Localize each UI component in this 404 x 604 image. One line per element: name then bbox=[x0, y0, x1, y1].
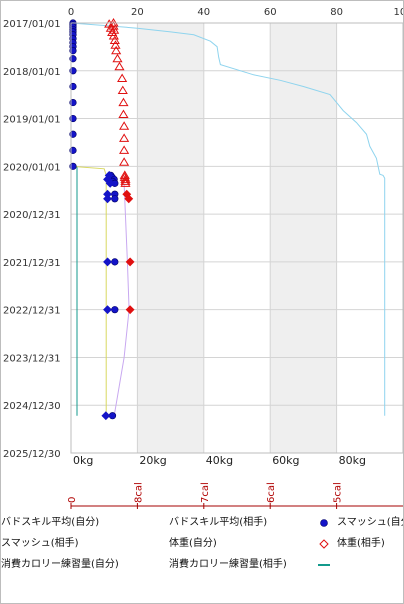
data-point-triangle bbox=[111, 45, 122, 55]
top-tick-label: 0 bbox=[68, 7, 74, 18]
kg-tick-label: 0kg bbox=[73, 454, 93, 467]
y-tick-label: 2019/01/01 bbox=[3, 115, 61, 126]
legend-label: 体重(相手) bbox=[337, 538, 385, 549]
legend-symbol bbox=[320, 519, 328, 527]
legend-symbol bbox=[149, 516, 163, 530]
data-point-dot bbox=[111, 306, 119, 314]
shaded-band-0 bbox=[137, 23, 204, 453]
data-point-diamond bbox=[125, 305, 135, 315]
legend-label: バドスキル平均(自分) bbox=[1, 517, 100, 528]
y-tick-label: 2025/12/30 bbox=[3, 449, 61, 460]
calorie-tick-label: 7cal bbox=[200, 482, 211, 503]
top-tick-label: 80 bbox=[330, 7, 343, 18]
y-tick-label: 2023/12/31 bbox=[3, 353, 61, 364]
data-point-triangle bbox=[117, 73, 128, 83]
kg-tick-label: 60kg bbox=[272, 454, 299, 467]
y-tick-label: 2017/01/01 bbox=[3, 19, 61, 30]
data-point-dot bbox=[111, 258, 119, 266]
legend-label: スマッシュ(自分) bbox=[337, 517, 403, 528]
top-tick-label: 100 bbox=[393, 7, 403, 18]
legend-label: 消費カロリー練習量(自分) bbox=[1, 559, 119, 570]
legend-label: バドスキル平均(相手) bbox=[169, 517, 268, 528]
calorie-tick-label: 5cal bbox=[333, 482, 344, 503]
data-point-triangle bbox=[119, 157, 130, 166]
legend-symbol bbox=[319, 539, 329, 549]
top-tick-label: 60 bbox=[264, 7, 277, 18]
calorie-tick-label: 6cal bbox=[266, 482, 277, 503]
series-line-1 bbox=[70, 22, 386, 416]
y-tick-label: 2020/12/31 bbox=[3, 210, 61, 221]
kg-tick-label: 20kg bbox=[139, 454, 166, 467]
top-tick-label: 20 bbox=[131, 7, 144, 18]
calorie-tick-label: 0 bbox=[67, 497, 78, 503]
data-point-triangle bbox=[117, 85, 128, 95]
data-point-diamond bbox=[124, 194, 134, 204]
series-line-2 bbox=[70, 165, 107, 416]
y-tick-label: 2024/12/30 bbox=[3, 401, 61, 412]
data-point-triangle bbox=[118, 97, 129, 107]
data-point-triangle bbox=[109, 35, 120, 45]
data-point-triangle bbox=[114, 61, 125, 71]
data-point-triangle bbox=[118, 109, 129, 118]
legend-label: 体重(自分) bbox=[169, 538, 217, 549]
chart-legend: バドスキル平均(自分) バドスキル平均(相手) スマッシュ(自分) スマッシュ(相手)… bbox=[1, 515, 403, 575]
y-tick-label: 2018/01/01 bbox=[3, 67, 61, 78]
legend-label: 消費カロリー練習量(相手) bbox=[169, 559, 287, 570]
y-tick-label: 2021/12/31 bbox=[3, 258, 61, 269]
data-point-triangle bbox=[119, 145, 130, 154]
y-tick-label: 2022/12/31 bbox=[3, 306, 61, 317]
legend-symbol bbox=[318, 564, 330, 566]
data-point-diamond bbox=[103, 194, 112, 204]
legend-symbol bbox=[149, 558, 163, 572]
top-tick-label: 40 bbox=[197, 7, 210, 18]
y-tick-label: 2020/01/01 bbox=[3, 162, 61, 173]
chart-canvas: 2017/01/01 2018/01/01 2019/01/01 2020/01/01… bbox=[3, 7, 403, 509]
legend-symbol bbox=[149, 537, 163, 551]
plot-area-border bbox=[70, 22, 403, 454]
kg-tick-label: 40kg bbox=[206, 454, 233, 467]
data-point-triangle bbox=[120, 178, 131, 187]
data-point-triangle bbox=[120, 174, 131, 183]
series-line-3 bbox=[113, 183, 130, 416]
data-point-triangle bbox=[119, 121, 130, 130]
data-point-diamond bbox=[101, 411, 111, 421]
data-point-diamond bbox=[103, 257, 112, 267]
data-point-triangle bbox=[112, 53, 123, 63]
data-point-diamond bbox=[105, 178, 115, 188]
shaded-band-1 bbox=[270, 23, 337, 453]
kg-tick-label: 80kg bbox=[339, 454, 366, 467]
data-point-dot bbox=[111, 195, 119, 203]
data-point-diamond bbox=[103, 305, 112, 315]
data-point-triangle bbox=[120, 176, 131, 185]
data-point-triangle bbox=[119, 133, 130, 142]
legend-label: スマッシュ(相手) bbox=[1, 538, 79, 549]
data-point-diamond bbox=[125, 257, 135, 267]
calorie-tick-label: 8cal bbox=[133, 482, 144, 503]
